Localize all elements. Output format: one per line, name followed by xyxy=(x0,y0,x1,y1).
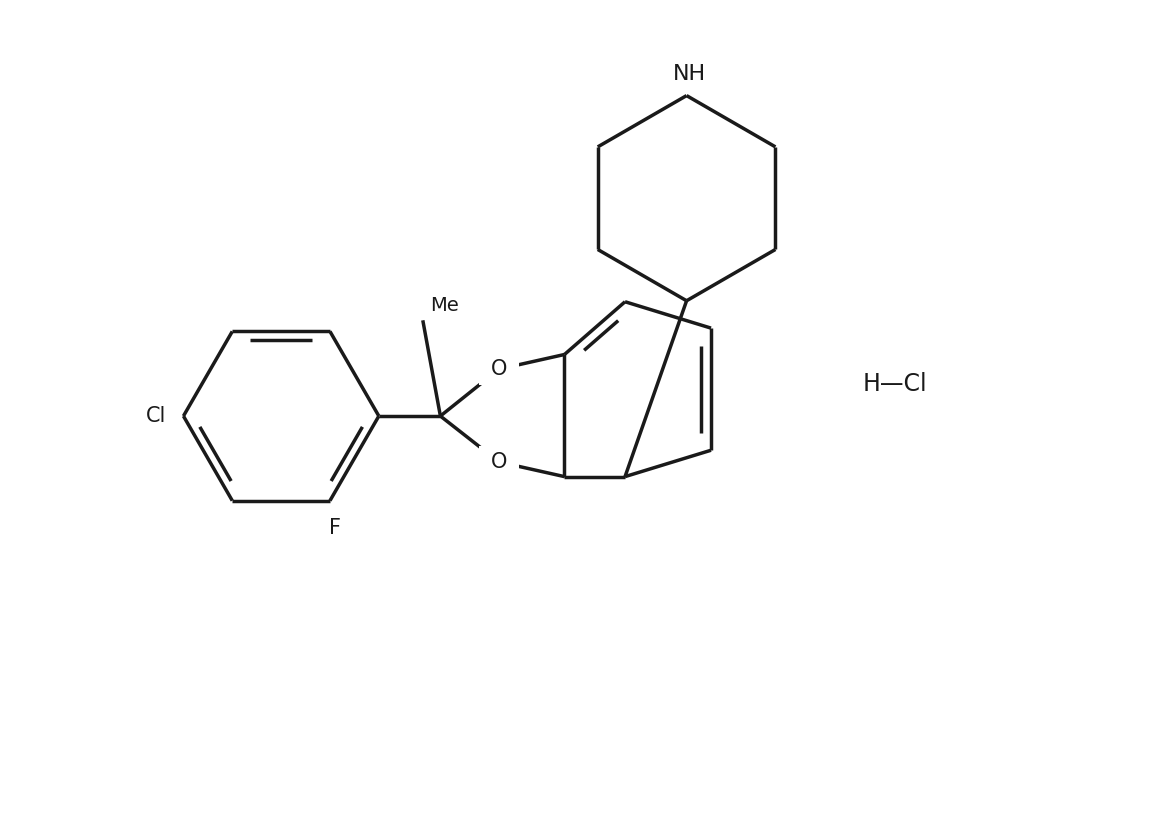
Text: H—Cl: H—Cl xyxy=(862,372,927,395)
FancyBboxPatch shape xyxy=(479,354,519,385)
Text: Cl: Cl xyxy=(146,406,166,426)
Text: O: O xyxy=(491,359,507,380)
FancyBboxPatch shape xyxy=(132,400,181,431)
FancyBboxPatch shape xyxy=(321,513,348,543)
Text: NH: NH xyxy=(673,64,707,84)
FancyBboxPatch shape xyxy=(669,59,710,89)
Text: F: F xyxy=(329,518,341,538)
Text: Me: Me xyxy=(431,297,459,315)
FancyBboxPatch shape xyxy=(479,446,519,477)
Text: O: O xyxy=(491,452,507,472)
